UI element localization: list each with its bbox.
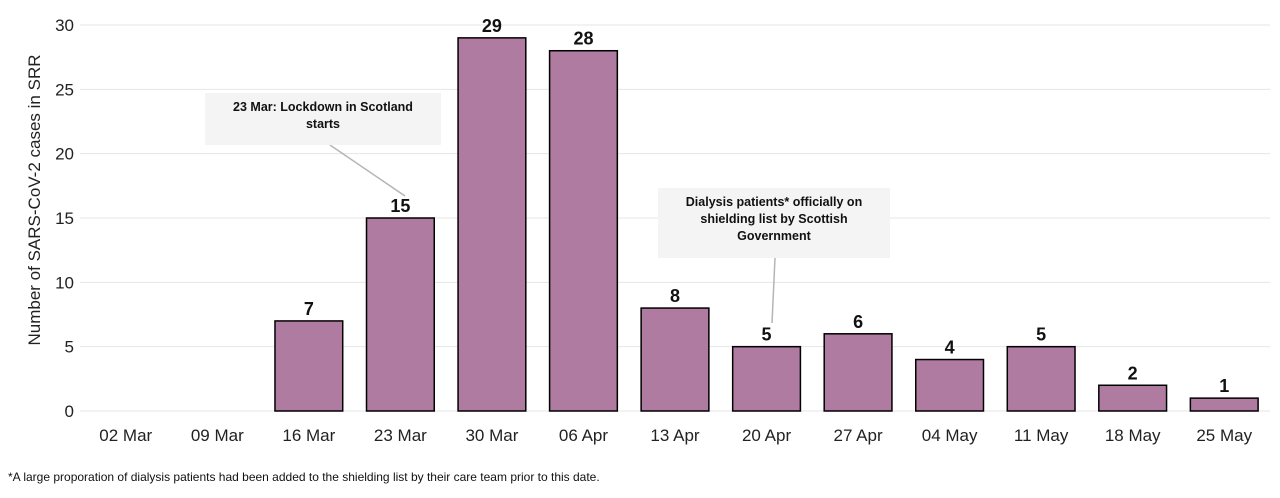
bar-value-label: 4 xyxy=(945,338,955,358)
x-tick-label: 18 May xyxy=(1105,426,1161,445)
y-tick-label: 15 xyxy=(55,209,74,228)
annotation-pointer xyxy=(329,144,406,197)
annotation-box xyxy=(658,188,890,258)
x-tick-label: 23 Mar xyxy=(374,426,427,445)
x-tick-label: 16 Mar xyxy=(282,426,335,445)
y-tick-label: 20 xyxy=(55,145,74,164)
y-tick-label: 5 xyxy=(65,338,74,357)
x-axis-ticks: 02 Mar 09 Mar 16 Mar 23 Mar 30 Mar 06 Apr 13 A… xyxy=(99,426,1252,445)
bar xyxy=(1098,384,1168,412)
bars: 7 15 29 28 8 5 6 4 5 2 1 xyxy=(274,16,1259,412)
bar-value-label: 15 xyxy=(390,196,410,216)
bar-value-label: 5 xyxy=(1036,325,1046,345)
x-tick-label: 20 Apr xyxy=(742,426,791,445)
x-tick-label: 06 Apr xyxy=(559,426,608,445)
bar-value-label: 1 xyxy=(1219,376,1229,396)
y-tick-label: 30 xyxy=(55,16,74,35)
y-tick-label: 10 xyxy=(55,273,74,292)
footnote: *A large proporation of dialysis patient… xyxy=(8,470,600,484)
bar-value-label: 28 xyxy=(573,29,593,49)
x-tick-label: 13 Apr xyxy=(650,426,699,445)
x-tick-label: 09 Mar xyxy=(191,426,244,445)
bar-value-label: 5 xyxy=(762,325,772,345)
x-tick-label: 04 May xyxy=(922,426,978,445)
bar xyxy=(457,37,527,412)
bar-value-label: 2 xyxy=(1128,363,1138,383)
annotation-pointer xyxy=(771,257,776,324)
bar xyxy=(914,358,985,412)
bar xyxy=(823,333,893,412)
bar xyxy=(1189,397,1259,412)
bar-value-label: 8 xyxy=(670,286,680,306)
y-tick-label: 0 xyxy=(65,402,74,421)
annotation-box xyxy=(205,93,441,145)
bar xyxy=(731,345,802,412)
bar-value-label: 29 xyxy=(482,16,502,36)
annotations: 23 Mar: Lockdown in Scotland starts Dialys… xyxy=(205,93,890,324)
x-tick-label: 02 Mar xyxy=(99,426,152,445)
y-axis-label: Number of SARS-CoV-2 cases in SRR xyxy=(25,55,44,346)
bar xyxy=(640,307,710,412)
x-tick-label: 25 May xyxy=(1196,426,1252,445)
x-tick-label: 11 May xyxy=(1014,426,1069,445)
annotation-text: Dialysis patients* officially on shieldin… xyxy=(686,195,862,243)
bar xyxy=(365,217,436,412)
y-axis-ticks: 0 5 10 15 20 25 30 xyxy=(55,16,74,421)
bar xyxy=(548,49,619,412)
x-tick-label: 27 Apr xyxy=(833,426,882,445)
bar-value-label: 6 xyxy=(853,312,863,332)
annotation-text: 23 Mar: Lockdown in Scotland starts xyxy=(233,100,413,131)
y-tick-label: 25 xyxy=(55,80,74,99)
x-tick-label: 30 Mar xyxy=(465,426,518,445)
bar xyxy=(1006,345,1076,412)
bar-value-label: 7 xyxy=(304,299,314,319)
bar xyxy=(274,320,344,412)
